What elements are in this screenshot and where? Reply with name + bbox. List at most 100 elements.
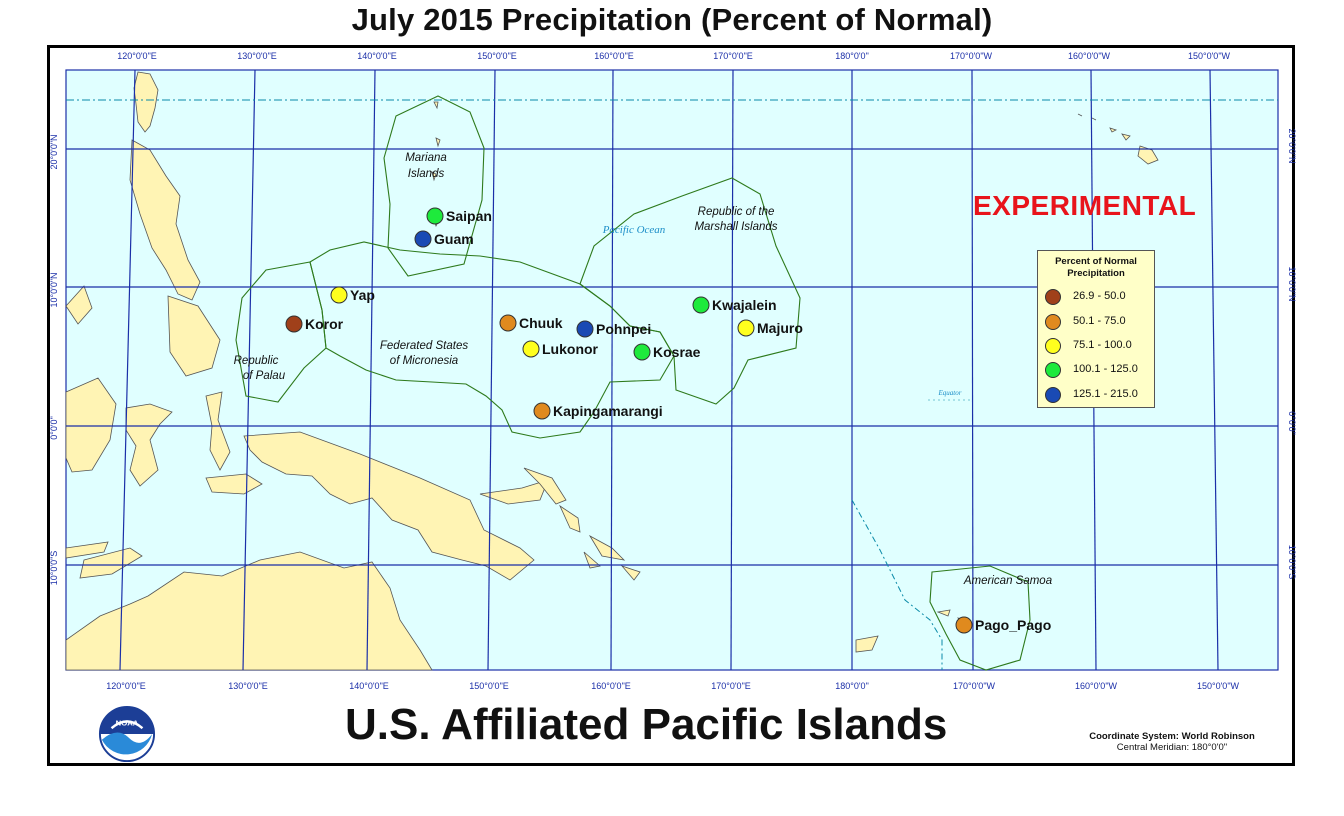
land-luzon [133, 71, 159, 133]
lon-label-top-1: 120°0'0"E [117, 51, 157, 61]
landmasses [65, 71, 1159, 671]
station-marker-majuro [737, 319, 755, 337]
central-meridian-text: Central Meridian: 180°0'0" [1116, 742, 1228, 753]
lon-label-top-6: 170°0'0"E [713, 51, 753, 61]
legend-item-1: 26.9 - 50.0 [1045, 287, 1155, 307]
station-label-kapingamarangi: Kapingamarangi [553, 403, 663, 419]
lon-label-top-8: 170°0'0"W [950, 51, 993, 61]
legend-swatch-4 [1045, 362, 1061, 378]
legend-item-3: 75.1 - 100.0 [1045, 336, 1155, 356]
region-label-equator: Equator [938, 389, 962, 397]
region-label-mariana-1: Mariana [405, 152, 447, 164]
coordinate-info: Coordinate System: World Robinson Centra… [1062, 731, 1282, 753]
legend-item-5: 125.1 - 215.0 [1045, 385, 1155, 405]
land-palawan [65, 285, 93, 325]
station-marker-lukonor [522, 340, 540, 358]
station-marker-chuuk [499, 314, 517, 332]
station-label-guam: Guam [434, 231, 474, 247]
lon-label-bottom-10: 150°0'0"W [1197, 681, 1240, 691]
lon-label-top-9: 160°0'0"W [1068, 51, 1111, 61]
lon-label-bottom-4: 150°0'0"E [469, 681, 509, 691]
station-label-lukonor: Lukonor [542, 341, 599, 357]
land-borneo [65, 377, 117, 473]
land-new-guinea [243, 431, 535, 581]
region-label-palau-1: Republic [234, 355, 279, 367]
land-new-britain [479, 479, 549, 505]
region-label-fsm-1: Federated States [380, 340, 468, 352]
region-label-mariana-2: Islands [408, 168, 445, 180]
station-marker-pago_pago [955, 616, 973, 634]
station-label-pago_pago: Pago_Pago [975, 617, 1051, 633]
legend-label-4: 100.1 - 125.0 [1073, 363, 1138, 375]
station-marker-yap [330, 286, 348, 304]
land-seram [205, 473, 263, 495]
lon-label-top-4: 150°0'0"E [477, 51, 517, 61]
region-label-marshall-2: Marshall Islands [694, 221, 777, 233]
eez-mariana [383, 95, 485, 277]
legend: Percent of Normal Precipitation 26.9 - 5… [1037, 250, 1155, 408]
station-label-majuro: Majuro [757, 320, 803, 336]
lon-label-top-10: 150°0'0"W [1188, 51, 1231, 61]
land-mariana-chain [431, 101, 441, 228]
station-marker-guam [414, 230, 432, 248]
station-marker-kosrae [633, 343, 651, 361]
land-philippines-central [129, 139, 201, 301]
lon-label-top-5: 160°0'0"E [594, 51, 634, 61]
legend-swatch-1 [1045, 289, 1061, 305]
land-hawaii [1077, 113, 1159, 165]
station-label-saipan: Saipan [446, 208, 492, 224]
legend-swatch-3 [1045, 338, 1061, 354]
land-new-ireland [523, 467, 567, 505]
lat-label-0-right: 0°0'0" [1287, 411, 1297, 435]
graticule [66, 69, 1278, 671]
station-marker-kapingamarangi [533, 402, 551, 420]
lon-label-bottom-6: 170°0'0"E [711, 681, 751, 691]
station-label-yap: Yap [350, 287, 375, 303]
eez-marshall [579, 177, 801, 405]
lat-label-10n-right: 10°0'0"N [1287, 266, 1297, 301]
region-label-fsm-2: of Micronesia [390, 355, 458, 367]
legend-swatch-5 [1045, 387, 1061, 403]
station-label-kosrae: Kosrae [653, 344, 701, 360]
lon-label-bottom-1: 120°0'0"E [106, 681, 146, 691]
lat-label-10s-right: 10°0'0"S [1287, 545, 1297, 580]
eez-fsm [309, 241, 675, 439]
region-label-palau-2: of Palau [243, 370, 286, 382]
legend-label-5: 125.1 - 215.0 [1073, 388, 1138, 400]
lon-label-bottom-3: 140°0'0"E [349, 681, 389, 691]
experimental-label: EXPERIMENTAL [973, 190, 1197, 221]
land-fiji [855, 635, 879, 653]
lat-label-10s-left: 10°0'0"S [49, 551, 59, 586]
legend-title: Percent of Normal Precipitation [1055, 256, 1137, 279]
legend-item-4: 100.1 - 125.0 [1045, 360, 1155, 380]
region-label-marshall-1: Republic of the [698, 206, 775, 218]
lon-label-bottom-8: 170°0'0"W [953, 681, 996, 691]
legend-label-3: 75.1 - 100.0 [1073, 339, 1132, 351]
lon-label-top-3: 140°0'0"E [357, 51, 397, 61]
station-label-pohnpei: Pohnpei [596, 321, 651, 337]
lon-label-top-2: 130°0'0"E [237, 51, 277, 61]
lon-label-bottom-2: 130°0'0"E [228, 681, 268, 691]
station-label-kwajalein: Kwajalein [712, 297, 777, 313]
land-bougainville [559, 504, 581, 533]
land-mindanao [167, 295, 221, 377]
lat-label-0-left: 0°0'0" [49, 416, 59, 440]
lon-label-bottom-9: 160°0'0"W [1075, 681, 1118, 691]
station-label-chuuk: Chuuk [519, 315, 563, 331]
land-halmahera [205, 391, 231, 471]
legend-item-2: 50.1 - 75.0 [1045, 312, 1155, 332]
lat-label-20n-left: 20°0'0"N [49, 134, 59, 169]
land-flores [65, 541, 109, 559]
noaa-logo-icon: NOAA [98, 705, 156, 763]
region-label-pacific-ocean: Pacific Ocean [602, 224, 666, 236]
legend-label-1: 26.9 - 50.0 [1073, 290, 1126, 302]
land-solomons [583, 534, 641, 581]
lat-label-20n-right: 20°0'0"N [1287, 128, 1297, 163]
station-marker-kwajalein [692, 296, 710, 314]
lon-label-bottom-5: 160°0'0"E [591, 681, 631, 691]
legend-swatch-2 [1045, 314, 1061, 330]
land-australia [65, 551, 433, 671]
coordinate-system-text: Coordinate System: World Robinson [1089, 731, 1255, 742]
region-label-samoa: American Samoa [963, 575, 1052, 587]
station-marker-pohnpei [576, 320, 594, 338]
